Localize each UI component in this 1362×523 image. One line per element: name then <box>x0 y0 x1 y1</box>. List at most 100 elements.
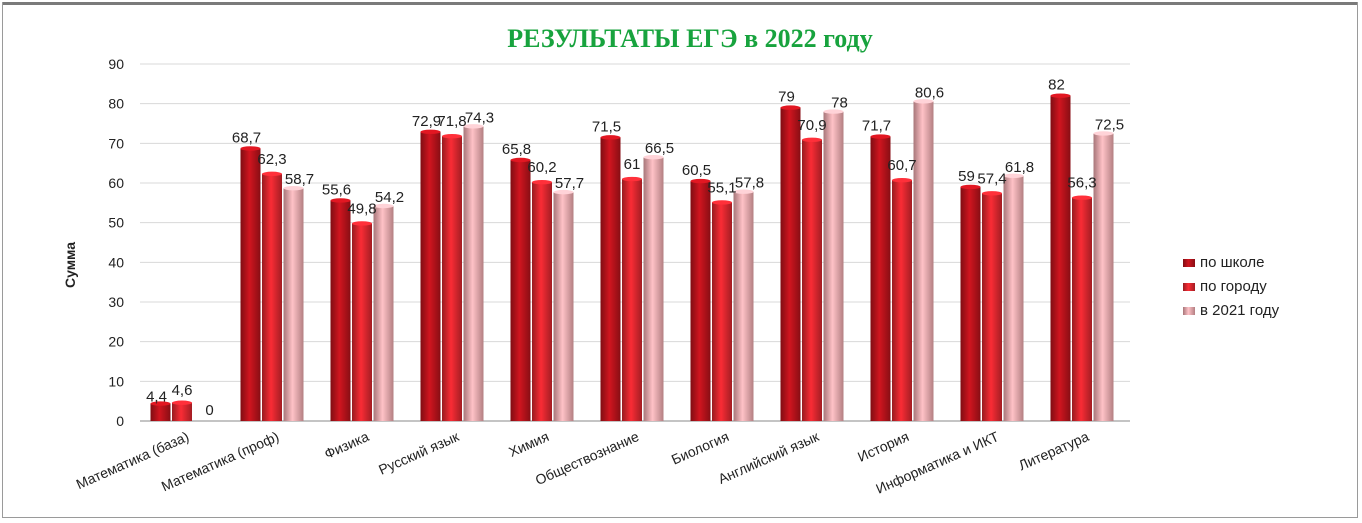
bars <box>150 93 1114 422</box>
bar <box>1050 95 1071 421</box>
bar <box>240 148 261 422</box>
y-tick-label: 0 <box>116 413 124 429</box>
x-tick-label: Литература <box>1016 428 1091 473</box>
bar-top <box>690 178 711 184</box>
y-axis-ticks: 0 10 20 30 40 50 60 70 80 90 <box>108 56 124 429</box>
data-label: 70,9 <box>797 117 826 134</box>
data-label: 66,5 <box>645 140 674 157</box>
bar-top <box>330 198 351 203</box>
bar-top <box>373 203 394 209</box>
data-label: 71,8 <box>437 113 466 130</box>
bar <box>600 137 621 421</box>
bar-top <box>802 137 822 142</box>
bar-top <box>780 105 801 110</box>
bar-top <box>622 176 642 182</box>
bar <box>622 179 642 421</box>
bar-top <box>352 221 372 226</box>
data-label: 72,5 <box>1095 116 1124 133</box>
y-tick-label: 10 <box>108 373 124 389</box>
legend-label: по городу <box>1200 278 1267 295</box>
data-label: 60,5 <box>682 162 711 179</box>
bar-top <box>283 185 304 191</box>
data-label: 0 <box>205 402 213 419</box>
bar <box>510 159 531 421</box>
bar-top <box>1072 195 1092 200</box>
bar <box>262 173 282 421</box>
bar <box>283 188 304 421</box>
bar <box>870 136 891 421</box>
bar-top <box>892 178 912 183</box>
bar <box>802 139 822 421</box>
bar-top <box>712 200 732 205</box>
data-label: 57,8 <box>735 175 764 192</box>
bar-top <box>913 99 934 104</box>
bar <box>352 223 372 421</box>
bar <box>330 200 351 421</box>
data-label: 54,2 <box>375 189 404 206</box>
data-label: 71,7 <box>862 118 891 135</box>
y-tick-label: 40 <box>108 254 124 270</box>
y-tick-label: 80 <box>108 96 124 112</box>
bar-top <box>1003 173 1024 179</box>
bar-top <box>442 133 462 139</box>
data-label: 55,1 <box>707 179 736 196</box>
data-label: 61 <box>624 156 641 173</box>
bar <box>780 107 801 421</box>
x-tick-label: Английский язык <box>716 428 822 487</box>
data-label: 82 <box>1048 77 1065 94</box>
chart-title: РЕЗУЛЬТАТЫ ЕГЭ в 2022 году <box>507 24 872 53</box>
bar <box>690 181 711 421</box>
bar-top <box>150 401 171 406</box>
data-label: 56,3 <box>1067 175 1096 192</box>
bar <box>823 111 844 421</box>
x-tick-label: Физика <box>322 428 372 462</box>
y-axis-label: Сумма <box>62 242 78 288</box>
data-label: 65,8 <box>502 141 531 158</box>
y-tick-label: 50 <box>108 215 124 231</box>
bar <box>643 157 664 421</box>
data-label: 58,7 <box>285 171 314 188</box>
data-label: 59 <box>958 168 975 185</box>
data-label: 68,7 <box>232 129 261 146</box>
bar <box>420 131 441 421</box>
bar <box>532 182 552 421</box>
bar-top <box>510 157 531 163</box>
bar <box>463 126 484 421</box>
legend: по школе по городу в 2021 году <box>1183 254 1280 319</box>
bar-top <box>982 191 1002 196</box>
x-axis-labels: Математика (база)Математика (проф) Физика… <box>74 428 1092 497</box>
bar-top <box>960 184 981 190</box>
bar-top <box>1093 131 1114 136</box>
bar <box>553 192 574 421</box>
x-tick-label: Русский язык <box>376 428 462 478</box>
bar <box>982 193 1002 421</box>
bar-top <box>643 155 664 160</box>
bar <box>712 202 732 421</box>
data-label: 79 <box>778 89 795 106</box>
y-tick-label: 90 <box>108 56 124 72</box>
data-label: 71,5 <box>592 118 621 135</box>
y-tick-label: 70 <box>108 135 124 151</box>
bar <box>733 191 754 421</box>
data-label: 72,9 <box>412 113 441 130</box>
bar <box>373 206 394 421</box>
bar <box>1072 197 1092 421</box>
data-label: 49,8 <box>347 200 376 217</box>
data-label: 62,3 <box>257 151 286 168</box>
x-tick-label: Химия <box>506 428 551 460</box>
data-label: 78 <box>831 95 848 112</box>
legend-swatch <box>1183 259 1195 267</box>
data-label: 4,4 <box>146 389 167 406</box>
bar-top <box>870 134 891 139</box>
bar-top <box>532 180 552 185</box>
bar-top <box>240 146 261 151</box>
bar <box>892 180 912 421</box>
bar-top <box>823 109 844 114</box>
legend-swatch <box>1183 307 1195 315</box>
bar <box>150 403 171 421</box>
data-labels: 4,4 4,6068,762,358,755,649,854,272,971,87… <box>146 77 1124 419</box>
y-tick-label: 20 <box>108 334 124 350</box>
bar-top <box>463 124 484 129</box>
